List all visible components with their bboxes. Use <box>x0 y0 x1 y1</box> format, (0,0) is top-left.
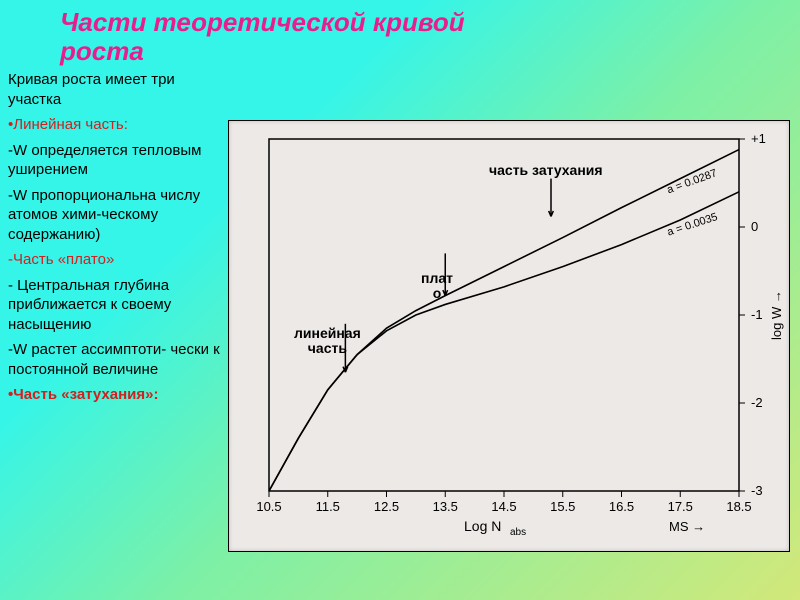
linear-sub-1: -W определяется тепловым уширением <box>8 141 220 180</box>
svg-text:18.5: 18.5 <box>726 499 751 514</box>
svg-text:Log N: Log N <box>464 518 501 534</box>
annotation-plateau: плато <box>421 271 453 302</box>
svg-text:12.5: 12.5 <box>374 499 399 514</box>
svg-text:16.5: 16.5 <box>609 499 634 514</box>
svg-text:11.5: 11.5 <box>316 499 340 514</box>
svg-text:MS →: MS → <box>669 519 705 534</box>
title-line-2: роста <box>60 36 144 66</box>
svg-text:17.5: 17.5 <box>668 499 693 514</box>
bullet-damping: •Часть «затухания»: <box>8 385 220 405</box>
svg-text:15.5: 15.5 <box>550 499 575 514</box>
slide-title: Части теоретической кривой роста <box>60 8 465 65</box>
intro-text: Кривая роста имеет три участка <box>8 70 220 109</box>
bullet-linear: •Линейная часть: <box>8 115 220 135</box>
bullet-plateau: -Часть «плато» <box>8 250 220 270</box>
svg-text:log W →: log W → <box>769 290 784 340</box>
svg-text:-3: -3 <box>751 483 763 498</box>
linear-sub-2: -W пропорциональна числу атомов хими-чес… <box>8 186 220 245</box>
text-column: Кривая роста имеет три участка •Линейная… <box>8 70 220 411</box>
svg-text:0: 0 <box>751 219 758 234</box>
svg-text:abs: abs <box>510 527 526 538</box>
svg-text:a = 0.0287: a = 0.0287 <box>665 167 718 196</box>
plateau-sub-2: -W растет ассимптоти- чески к постоянной… <box>8 340 220 379</box>
annotation-damping: часть затухания <box>489 163 603 178</box>
svg-text:-1: -1 <box>751 307 763 322</box>
svg-text:13.5: 13.5 <box>433 499 458 514</box>
svg-text:14.5: 14.5 <box>491 499 516 514</box>
annotation-linear: линейнаячасть <box>294 326 361 357</box>
svg-text:-2: -2 <box>751 395 763 410</box>
plateau-sub-1: - Центральная глубина приближается к сво… <box>8 276 220 335</box>
svg-text:a = 0.0035: a = 0.0035 <box>666 211 719 239</box>
svg-text:10.5: 10.5 <box>256 499 281 514</box>
svg-text:+1: +1 <box>751 131 766 146</box>
title-line-1: Части теоретической кривой <box>60 7 465 37</box>
growth-curve-chart: 10.5 11.5 12.5 13.5 14.5 15.5 16.5 17.5 18.5 +1 0 -… <box>228 120 790 552</box>
